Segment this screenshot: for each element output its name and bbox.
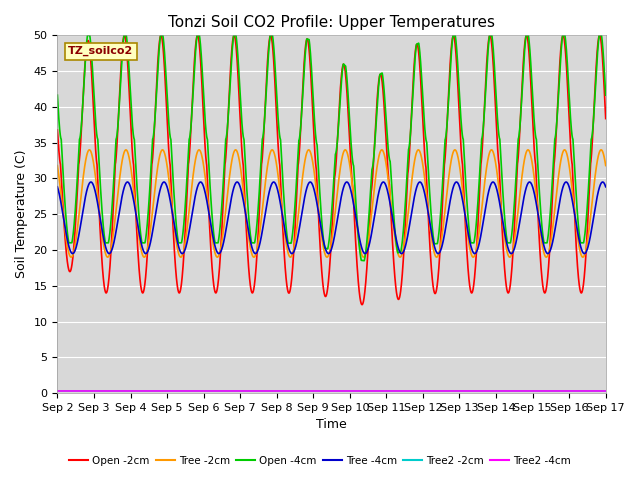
Tree2 -4cm (171, 388, 179, 394)
Tree -4cm (602, 183, 609, 189)
Line: Tree -2cm: Tree -2cm (58, 150, 605, 257)
Open -4cm (385, 155, 393, 161)
Line: Tree -4cm: Tree -4cm (58, 182, 605, 253)
Tree -2cm (171, 230, 179, 236)
Tree -4cm (207, 221, 214, 227)
Tree -4cm (171, 226, 179, 232)
Open -4cm (602, 92, 609, 98)
Tree -2cm (602, 162, 609, 168)
Open -4cm (602, 90, 609, 96)
Tree2 -2cm (207, 388, 214, 394)
X-axis label: Time: Time (316, 419, 347, 432)
Tree2 -4cm (207, 388, 214, 394)
Tree2 -4cm (395, 388, 403, 394)
Tree2 -4cm (550, 388, 557, 394)
Legend: Open -2cm, Tree -2cm, Open -4cm, Tree -4cm, Tree2 -2cm, Tree2 -4cm: Open -2cm, Tree -2cm, Open -4cm, Tree -4… (65, 452, 575, 470)
Open -4cm (395, 250, 403, 255)
Tree -2cm (207, 223, 214, 228)
Tree2 -2cm (54, 388, 61, 394)
Open -4cm (207, 193, 214, 199)
Tree -2cm (67, 254, 75, 260)
Line: Open -4cm: Open -4cm (58, 36, 605, 261)
Tree2 -2cm (395, 388, 403, 394)
Open -2cm (385, 180, 393, 186)
Tree -4cm (550, 234, 557, 240)
Open -4cm (550, 151, 557, 156)
Tree2 -2cm (602, 388, 609, 394)
Tree -2cm (395, 252, 403, 258)
Tree -4cm (602, 184, 609, 190)
Open -2cm (602, 113, 609, 119)
Open -2cm (395, 297, 403, 302)
Tree -2cm (385, 183, 393, 189)
Open -4cm (84, 33, 92, 38)
Tree2 -4cm (602, 388, 609, 394)
Tree -2cm (602, 163, 609, 168)
Text: TZ_soilco2: TZ_soilco2 (68, 46, 134, 56)
Tree2 -2cm (602, 388, 609, 394)
Tree -2cm (550, 216, 557, 222)
Title: Tonzi Soil CO2 Profile: Upper Temperatures: Tonzi Soil CO2 Profile: Upper Temperatur… (168, 15, 495, 30)
Tree -4cm (395, 246, 403, 252)
Tree2 -2cm (171, 388, 179, 394)
Y-axis label: Soil Temperature (C): Soil Temperature (C) (15, 150, 28, 278)
Tree2 -2cm (385, 388, 393, 394)
Tree -4cm (599, 179, 607, 185)
Open -2cm (54, 127, 61, 133)
Tree -4cm (54, 184, 61, 190)
Open -4cm (54, 92, 61, 98)
Tree -2cm (54, 163, 61, 168)
Open -2cm (602, 116, 609, 121)
Tree2 -2cm (550, 388, 557, 394)
Tree -4cm (68, 251, 76, 256)
Tree2 -4cm (54, 388, 61, 394)
Open -4cm (171, 206, 179, 212)
Tree -2cm (597, 147, 605, 153)
Open -2cm (358, 302, 366, 308)
Open -2cm (550, 165, 557, 171)
Open -2cm (596, 33, 604, 38)
Open -2cm (207, 240, 214, 246)
Tree2 -4cm (602, 388, 609, 394)
Open -2cm (171, 255, 179, 261)
Line: Open -2cm: Open -2cm (58, 36, 605, 305)
Open -4cm (360, 258, 368, 264)
Tree2 -4cm (385, 388, 393, 394)
Tree -4cm (385, 195, 393, 201)
